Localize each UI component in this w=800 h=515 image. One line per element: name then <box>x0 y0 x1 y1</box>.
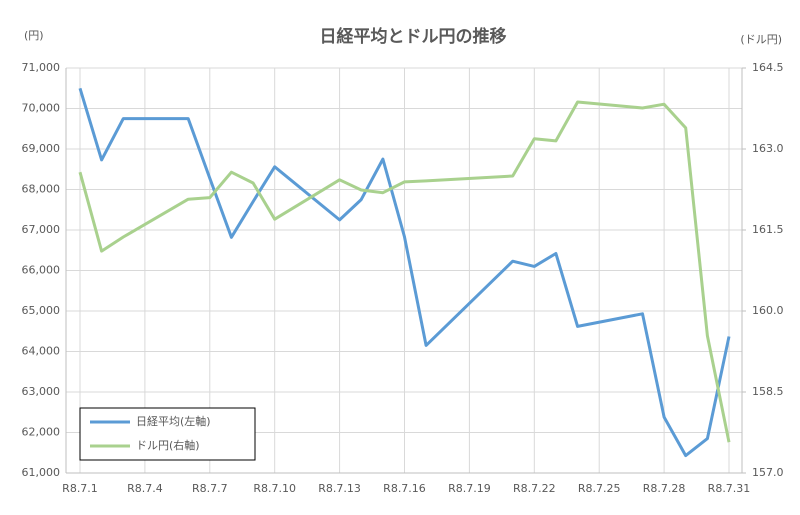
y-tick-label: 68,000 <box>22 183 61 196</box>
series-line <box>78 87 731 458</box>
legend-label: 日経平均(左軸) <box>136 414 211 428</box>
y-tick-label: 71,000 <box>22 61 61 74</box>
x-tick-label: R8.7.7 <box>192 482 228 495</box>
x-tick-label: R8.7.1 <box>62 482 98 495</box>
y-tick-label: 62,000 <box>22 426 61 439</box>
y-tick-label: 67,000 <box>22 223 61 236</box>
y2-tick-label: 163.0 <box>752 142 784 155</box>
y-tick-label: 61,000 <box>22 466 61 479</box>
y2-tick-label: 160.0 <box>752 304 784 317</box>
y2-tick-label: 161.5 <box>752 223 784 236</box>
x-tick-label: R8.7.28 <box>643 482 686 495</box>
x-tick-label: R8.7.13 <box>318 482 361 495</box>
y-tick-label: 63,000 <box>22 385 61 398</box>
series-line <box>78 100 731 443</box>
y-tick-label: 66,000 <box>22 264 61 277</box>
legend-box <box>79 407 256 461</box>
x-tick-label: R8.7.16 <box>383 482 426 495</box>
y-tick-label: 64,000 <box>22 345 61 358</box>
y2-tick-label: 157.0 <box>752 466 784 479</box>
x-tick-label: R8.7.22 <box>513 482 556 495</box>
legend-label: ドル円(右軸) <box>136 438 200 452</box>
x-tick-label: R8.7.10 <box>253 482 296 495</box>
chart-title: 日経平均とドル円の推移 <box>320 26 507 47</box>
y-tick-label: 70,000 <box>22 102 61 115</box>
y-tick-label: 69,000 <box>22 142 61 155</box>
y-tick-label: 65,000 <box>22 304 61 317</box>
x-tick-label: R8.7.31 <box>708 482 751 495</box>
x-tick-label: R8.7.19 <box>448 482 491 495</box>
x-tick-label: R8.7.4 <box>127 482 163 495</box>
y2-tick-label: 164.5 <box>752 61 784 74</box>
y2-tick-label: 158.5 <box>752 385 784 398</box>
y-axis-label: (円) <box>24 29 44 42</box>
y2-axis-label: (ドル円) <box>740 33 782 46</box>
x-tick-label: R8.7.25 <box>578 482 621 495</box>
